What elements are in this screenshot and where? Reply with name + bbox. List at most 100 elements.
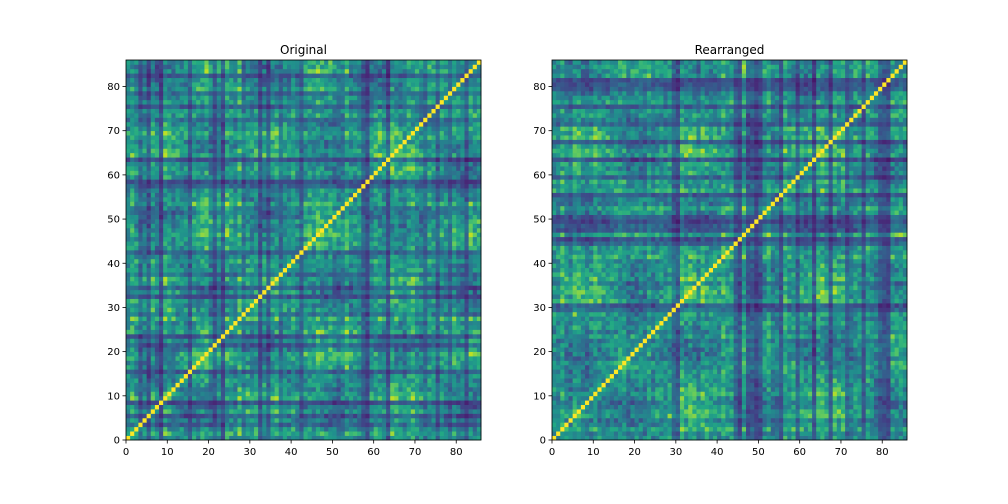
heatmap-cell [348,373,354,379]
heatmap-cell [340,205,346,211]
heatmap-cell [348,307,354,313]
heatmap-cell [307,201,313,207]
heatmap-cell [431,263,436,269]
heatmap-cell [357,400,362,405]
heatmap-cell [344,250,350,255]
heatmap-cell [225,413,230,419]
heatmap-cell [369,219,375,224]
heatmap-cell [282,307,288,313]
heatmap-cell [233,267,238,273]
heatmap-cell [154,342,160,348]
heatmap-cell [192,298,197,304]
heatmap-cell [146,404,152,410]
heatmap-cell [299,210,304,215]
heatmap-cell [249,267,255,273]
heatmap-cell [427,409,432,414]
heatmap-cell [126,232,131,238]
heatmap-cell [237,338,242,344]
heatmap-cell [233,391,238,397]
heatmap-cell [456,236,461,242]
heatmap-cell [328,395,333,401]
heatmap-cell [423,276,428,282]
heatmap-cell [406,325,412,330]
heatmap-cell [138,382,143,388]
heatmap-cell [183,196,189,202]
heatmap-cell [225,188,230,193]
heatmap-cell [472,219,478,224]
heatmap-cell [245,311,251,317]
heatmap-cell [460,409,465,414]
heatmap-cell [130,188,135,193]
heatmap-cell [208,267,214,273]
heatmap-cell [361,351,366,357]
heatmap-cell [357,294,362,299]
heatmap-cell [278,356,284,361]
heatmap-cell [406,333,412,339]
heatmap-cell [468,188,474,193]
heatmap-cell [253,241,259,246]
heatmap-cell [204,280,209,286]
heatmap-cell [390,192,395,198]
heatmap-cell [361,258,366,264]
heatmap-cell [200,386,205,392]
heatmap-cell [229,422,234,428]
heatmap-cell [286,285,292,291]
heatmap-cell [175,400,181,405]
heatmap-cell [286,303,292,308]
heatmap-cell [419,223,424,229]
heatmap-cell [295,294,300,299]
heatmap-cell [357,404,362,410]
heatmap-cell [266,316,271,322]
heatmap-cell [225,250,230,255]
heatmap-cell [332,369,337,375]
heatmap-cell [460,258,465,264]
heatmap-cell [291,254,296,260]
heatmap-cell [212,276,218,282]
heatmap-cell [402,289,408,295]
heatmap-cell [328,364,333,370]
heatmap-cell [398,347,403,352]
heatmap-cell [295,303,300,308]
heatmap-cell [373,333,379,339]
heatmap-cell [439,435,445,441]
heatmap-cell [204,241,209,246]
heatmap-cell [138,201,143,207]
heatmap-cell [245,192,251,198]
heatmap-cell [439,236,445,242]
heatmap-cell [353,386,358,392]
heatmap-cell [361,382,366,388]
heatmap-cell [456,356,461,361]
heatmap-cell [146,227,152,233]
heatmap-cell [233,188,238,193]
heatmap-cell [225,263,230,269]
heatmap-cell [187,395,193,401]
heatmap-cell [258,347,263,352]
heatmap-cell [414,325,420,330]
heatmap-cell [175,325,181,330]
heatmap-cell [237,373,242,379]
heatmap-cell [373,409,379,414]
heatmap-cell [266,320,271,326]
heatmap-cell [258,285,263,291]
heatmap-cell [237,294,242,299]
heatmap-cell [167,223,172,229]
heatmap-cell [447,325,453,330]
heatmap-cell [315,188,321,193]
heatmap-cell [175,232,181,238]
heatmap-cell [208,351,214,357]
heatmap-cell [262,276,267,282]
heatmap-cell [332,245,337,251]
heatmap-cell [291,188,296,193]
heatmap-cell [303,320,308,326]
heatmap-cell [229,285,234,291]
heatmap-cell [208,426,214,432]
heatmap-cell [258,426,263,432]
heatmap-cell [328,205,333,211]
heatmap-cell [233,364,238,370]
heatmap-cell [196,347,201,352]
heatmap-cell [167,303,172,308]
heatmap-cell [258,183,263,189]
heatmap-cell [464,382,469,388]
heatmap-cell [377,241,383,246]
heatmap-cell [204,232,209,238]
